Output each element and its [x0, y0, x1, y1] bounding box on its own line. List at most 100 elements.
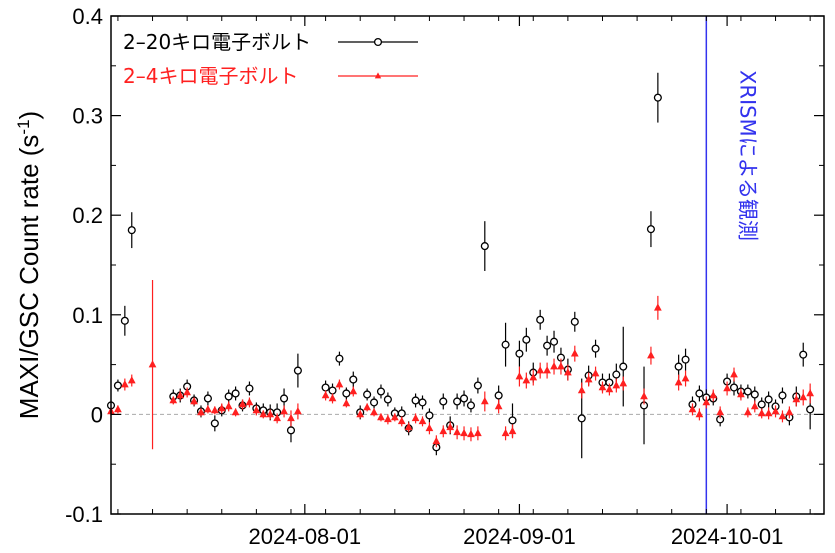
data-point — [169, 396, 178, 404]
data-point — [453, 427, 461, 436]
data-point — [383, 395, 392, 404]
data-point — [764, 408, 773, 417]
data-point — [695, 409, 704, 418]
data-point — [619, 362, 628, 371]
data-point — [453, 397, 462, 406]
data-point — [127, 376, 136, 384]
data-point — [702, 397, 711, 406]
data-point — [494, 401, 503, 410]
data-point — [778, 411, 787, 420]
data-point — [778, 391, 787, 400]
data-point — [397, 409, 406, 418]
y-axis-title: MAXI/GSC Count rate (s-1) — [14, 111, 45, 419]
xrism-annotation-label: XRISMによる観測 — [735, 70, 759, 241]
data-point — [335, 354, 344, 363]
data-point — [439, 426, 448, 435]
data-point — [217, 403, 226, 412]
data-point — [120, 380, 129, 388]
data-point — [515, 349, 524, 358]
data-point — [418, 398, 427, 407]
data-point — [273, 413, 282, 422]
data-point — [349, 375, 358, 384]
data-point — [384, 414, 392, 423]
data-point — [231, 407, 240, 416]
data-point — [764, 395, 773, 404]
x-tick-label: 2024-08-01 — [249, 524, 362, 549]
data-point — [404, 422, 413, 431]
data-point — [522, 335, 531, 344]
data-point — [369, 398, 379, 407]
data-point — [653, 303, 662, 311]
data-point — [577, 386, 586, 394]
data-point — [570, 317, 579, 326]
y-axis: -0.1 0 0.1 0.2 0.3 0.4 — [65, 4, 824, 527]
data-point — [245, 397, 254, 406]
data-point — [376, 387, 386, 396]
data-point — [653, 93, 662, 102]
data-point — [508, 426, 517, 435]
y-tick-label: 0.3 — [72, 104, 103, 129]
data-point — [695, 389, 704, 398]
data-point — [799, 350, 808, 359]
x-tick-label: 2024-10-01 — [671, 524, 784, 549]
data-point — [446, 422, 455, 431]
data-point — [480, 397, 489, 405]
data-point — [432, 436, 441, 445]
data-point — [750, 390, 759, 399]
data-point — [328, 386, 337, 395]
data-point — [543, 366, 551, 374]
data-point — [522, 376, 531, 384]
data-point — [197, 407, 205, 416]
y-axis-title-superscript: -1 — [14, 119, 33, 134]
data-point — [342, 398, 351, 407]
data-point — [674, 378, 683, 386]
series-2 — [107, 279, 815, 450]
data-point — [238, 399, 247, 408]
data-point — [570, 349, 579, 357]
x-tick-label: 2024-09-01 — [463, 524, 576, 549]
data-point — [231, 389, 240, 398]
data-point — [411, 396, 420, 405]
data-point — [210, 405, 219, 414]
y-tick-label: 0 — [91, 402, 103, 427]
data-point — [681, 355, 690, 364]
data-point — [342, 389, 351, 398]
data-point — [501, 340, 510, 349]
legend-label: 2–20キロ電子ボルト — [123, 30, 311, 54]
data-point — [397, 416, 406, 425]
data-point — [536, 366, 545, 374]
series-layer — [106, 72, 815, 459]
data-point — [577, 414, 586, 423]
data-point — [647, 351, 655, 359]
data-point — [418, 416, 427, 425]
data-point — [203, 394, 212, 403]
data-point — [356, 409, 365, 418]
y-tick-label: 0.4 — [72, 4, 103, 29]
data-point — [591, 344, 600, 353]
data-point — [681, 374, 690, 382]
data-point — [321, 391, 330, 399]
data-point — [460, 428, 468, 437]
data-point — [799, 393, 808, 401]
data-point — [737, 390, 745, 398]
data-point — [148, 360, 157, 368]
legend-label: 2–4キロ電子ボルト — [123, 64, 298, 88]
data-point — [729, 383, 739, 392]
data-point — [474, 428, 482, 437]
data-point — [730, 370, 738, 378]
data-point — [792, 395, 801, 403]
data-point — [204, 404, 212, 413]
data-point — [584, 375, 593, 383]
data-point — [515, 372, 524, 380]
data-point — [674, 362, 683, 371]
data-point — [190, 397, 198, 405]
data-point — [176, 391, 185, 399]
data-point — [411, 413, 420, 422]
data-point — [280, 406, 288, 415]
data-point — [425, 411, 434, 420]
data-point — [480, 242, 489, 251]
data-point — [536, 315, 545, 324]
data-point — [114, 404, 122, 413]
